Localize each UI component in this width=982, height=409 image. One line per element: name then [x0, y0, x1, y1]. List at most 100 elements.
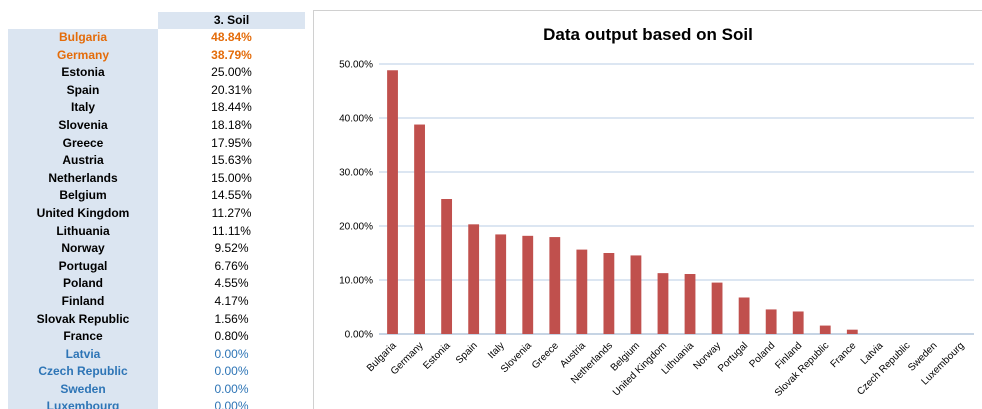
x-category-label: France	[829, 340, 859, 370]
value-cell: 11.27%	[211, 205, 252, 220]
value-cell: 6.76%	[214, 258, 249, 273]
value-cell: 15.00%	[211, 170, 252, 185]
bar	[765, 309, 777, 334]
table-row: Czech Republic 0.00%	[8, 363, 305, 381]
bar	[576, 249, 588, 334]
value-cell: 48.84%	[211, 30, 252, 44]
bar	[711, 282, 723, 334]
table-row: Sweden 0.00%	[8, 380, 305, 399]
bar	[684, 274, 696, 334]
value-cell: 18.44%	[211, 100, 252, 115]
country-cell: Slovenia	[8, 116, 158, 135]
table-row: Germany 38.79%	[8, 46, 305, 65]
table-row: France 0.80%	[8, 328, 305, 346]
table-row: Latvia 0.00%	[8, 345, 305, 364]
x-category-label: Slovenia	[499, 340, 534, 375]
value-cell: 9.52%	[214, 241, 249, 256]
data-table: 3. Soil Bulgaria 48.84% Germany 38.79% Eston…	[8, 0, 305, 409]
bar	[414, 124, 425, 334]
table-header-blank	[8, 12, 158, 29]
x-category-label: Portugal	[716, 340, 750, 374]
value-cell: 0.00%	[214, 364, 249, 379]
value-cell: 4.55%	[214, 276, 249, 291]
bar	[441, 199, 453, 334]
table-row: Lithuania 11.11%	[8, 222, 305, 241]
bar	[549, 237, 561, 334]
country-cell: France	[8, 328, 158, 346]
y-tick-label: 50.00%	[339, 60, 373, 71]
table-row: Italy 18.44%	[8, 99, 305, 117]
table-row: Estonia 25.00%	[8, 64, 305, 82]
country-cell: Luxembourg	[8, 398, 158, 409]
country-cell: Lithuania	[8, 222, 158, 241]
value-cell: 14.55%	[211, 188, 252, 203]
value-cell: 4.17%	[214, 293, 249, 308]
country-cell: Sweden	[8, 380, 158, 399]
value-cell: 25.00%	[211, 65, 252, 80]
country-cell: Latvia	[8, 345, 158, 364]
bar	[387, 70, 398, 334]
table-row: Portugal 6.76%	[8, 257, 305, 276]
bar	[657, 273, 669, 334]
table-row: Greece 17.95%	[8, 134, 305, 153]
table-row: Bulgaria 48.84%	[8, 29, 305, 47]
table-row: Slovak Republic 1.56%	[8, 310, 305, 329]
country-cell: Germany	[8, 46, 158, 65]
value-cell: 17.95%	[211, 135, 252, 150]
country-cell: Netherlands	[8, 169, 158, 188]
value-cell: 0.00%	[214, 399, 249, 409]
country-cell: Norway	[8, 240, 158, 258]
country-cell: Belgium	[8, 187, 158, 205]
table-row: Poland 4.55%	[8, 275, 305, 293]
y-tick-label: 20.00%	[339, 222, 373, 233]
value-cell: 0.80%	[214, 329, 249, 344]
value-cell: 38.79%	[211, 47, 252, 62]
table-header-soil: 3. Soil	[158, 12, 305, 29]
bar	[468, 224, 480, 334]
country-cell: Slovak Republic	[8, 310, 158, 329]
y-tick-label: 30.00%	[339, 168, 373, 179]
bar	[495, 234, 507, 334]
value-cell: 0.00%	[214, 346, 249, 361]
x-category-label: Estonia	[421, 340, 453, 372]
country-cell: Estonia	[8, 64, 158, 82]
value-cell: 18.18%	[211, 117, 252, 132]
country-cell: Czech Republic	[8, 363, 158, 381]
country-cell: Austria	[8, 152, 158, 170]
x-category-label: Poland	[747, 340, 777, 370]
table-row: Slovenia 18.18%	[8, 116, 305, 135]
y-tick-label: 10.00%	[339, 276, 373, 287]
table-body: Bulgaria 48.84% Germany 38.79% Estonia 25.00%…	[8, 29, 305, 409]
bar	[522, 235, 534, 334]
value-cell: 20.31%	[211, 82, 252, 97]
bar	[630, 255, 642, 334]
chart-title: Data output based on Soil	[543, 25, 753, 44]
table-row: Belgium 14.55%	[8, 187, 305, 205]
table-row: Spain 20.31%	[8, 81, 305, 100]
y-tick-label: 0.00%	[345, 330, 373, 341]
country-cell: Poland	[8, 275, 158, 293]
value-cell: 15.63%	[211, 153, 252, 168]
x-category-label: Spain	[454, 340, 480, 366]
chart-area: Data output based on Soil 0.00% 10.00% 20.…	[313, 10, 982, 409]
country-cell: Greece	[8, 134, 158, 153]
bar	[738, 297, 750, 334]
table-row: Finland 4.17%	[8, 292, 305, 311]
table-header-row: 3. Soil	[8, 12, 305, 29]
table-row: Luxembourg 0.00%	[8, 398, 305, 409]
x-category-label: Greece	[530, 340, 561, 371]
table-row: Norway 9.52%	[8, 240, 305, 258]
bar	[846, 329, 858, 334]
value-cell: 1.56%	[214, 311, 249, 326]
value-cell: 0.00%	[214, 381, 249, 396]
country-cell: Spain	[8, 81, 158, 100]
table-row: Netherlands 15.00%	[8, 169, 305, 188]
country-cell: United Kingdom	[8, 204, 158, 223]
table-row: Austria 15.63%	[8, 152, 305, 170]
country-cell: Finland	[8, 292, 158, 311]
country-cell: Italy	[8, 99, 158, 117]
country-cell: Bulgaria	[8, 29, 158, 47]
country-cell: Portugal	[8, 257, 158, 276]
x-category-label: Italy	[486, 340, 507, 361]
bar	[792, 311, 804, 334]
